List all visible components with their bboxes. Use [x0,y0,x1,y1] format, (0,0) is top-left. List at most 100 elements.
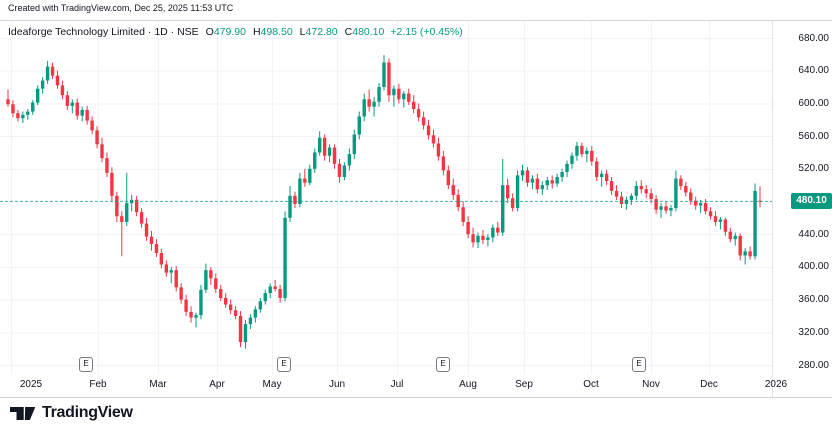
candle-body [174,270,178,288]
candle-body [55,75,60,86]
candle-body [45,66,50,81]
candle-body [664,206,668,211]
candle-body [194,315,198,318]
candle-body [501,185,505,233]
candle-body [520,170,525,176]
candle-body [674,178,678,209]
candle-body [100,144,104,159]
symbol-legend[interactable]: Ideaforge Technology Limited · 1D · NSE O… [8,26,463,39]
candle-body [219,288,223,298]
candle-body [228,304,233,311]
candle-body [723,219,728,232]
candle-body [510,198,515,209]
tradingview-logo-icon [10,406,36,420]
candle-body [540,185,545,190]
candle-body [362,99,366,117]
candle-body [134,199,139,213]
candle-body [95,130,99,145]
candle-body [585,150,589,155]
candle-body [441,156,446,171]
price-tick-label: 680.00 [798,32,829,44]
candle-body [283,217,287,298]
candle-body [550,180,554,184]
candle-body [372,101,376,107]
candle-body [6,99,10,105]
candle-body [298,178,302,204]
candle-body [164,264,169,273]
time-tick-label: Jun [328,379,346,390]
candle-body [263,293,267,302]
candle-body [431,135,436,144]
candle-body [703,203,708,212]
candle-body [382,62,386,88]
price-tick-label: 560.00 [798,130,829,142]
candle-body [456,194,460,208]
candle-body [545,180,549,186]
earnings-marker[interactable]: E [277,357,291,372]
candle-body [530,178,535,183]
ohlc-high: H498.50 [252,26,293,38]
attribution-text: Created with TradingView.com, Dec 25, 20… [8,3,234,13]
candle-body [659,206,663,210]
time-tick-label: Feb [89,379,107,390]
time-tick-label: Aug [459,379,477,390]
candle-body [609,181,614,191]
candle-body [436,143,441,157]
candle-body [293,195,297,204]
candle-body [713,216,718,222]
candle-body [243,324,248,343]
candle-body [35,88,40,103]
candle-body [204,270,208,290]
candle-body [397,88,401,100]
candle-body [139,212,144,224]
tradingview-logo[interactable]: TradingView [10,404,133,422]
candle-body [684,185,688,193]
time-tick-label: Dec [700,379,718,390]
candle-body [407,93,411,102]
earnings-marker[interactable]: E [436,357,450,372]
candle-body [214,278,218,289]
price-axis-border [772,21,773,397]
earnings-marker[interactable]: E [632,357,646,372]
candle-body [486,237,490,240]
candle-body [634,185,639,196]
price-tick-label: 360.00 [798,294,829,306]
candle-body [496,227,500,233]
candle-body [753,190,757,257]
candle-body [21,114,25,119]
change-value: +2.15 (+0.45%) [390,26,463,38]
candle-body [189,311,193,318]
candle-body [693,200,698,206]
candle-body [31,102,35,112]
earnings-marker[interactable]: E [79,357,93,372]
candle-body [327,147,332,156]
last-price-badge: 480.10 [791,193,832,209]
candle-body [85,109,89,121]
candle-body [387,62,391,96]
candle-body [149,236,154,245]
candle-body [416,109,421,118]
candle-body [110,172,114,196]
candle-body [288,195,292,218]
chart-top-border [0,20,832,21]
candle-body [481,235,485,240]
price-tick-label: 280.00 [798,359,829,371]
candle-body [322,137,327,156]
candle-body [184,299,188,312]
candle-body [733,235,737,240]
tradingview-logo-text: TradingView [42,404,133,421]
price-tick-label: 600.00 [798,97,829,109]
candle-body [169,270,173,273]
candle-body [120,216,124,222]
candle-body [342,165,347,177]
candle-body [313,152,317,169]
time-tick-label: Apr [209,379,225,390]
price-tick-label: 520.00 [798,163,829,175]
symbol-title[interactable]: Ideaforge Technology Limited · 1D · NSE [8,26,199,38]
candle-body [555,176,559,184]
candle-body [595,161,599,177]
candle-body [26,111,30,115]
candle-body [580,145,584,155]
candle-body [649,193,653,200]
